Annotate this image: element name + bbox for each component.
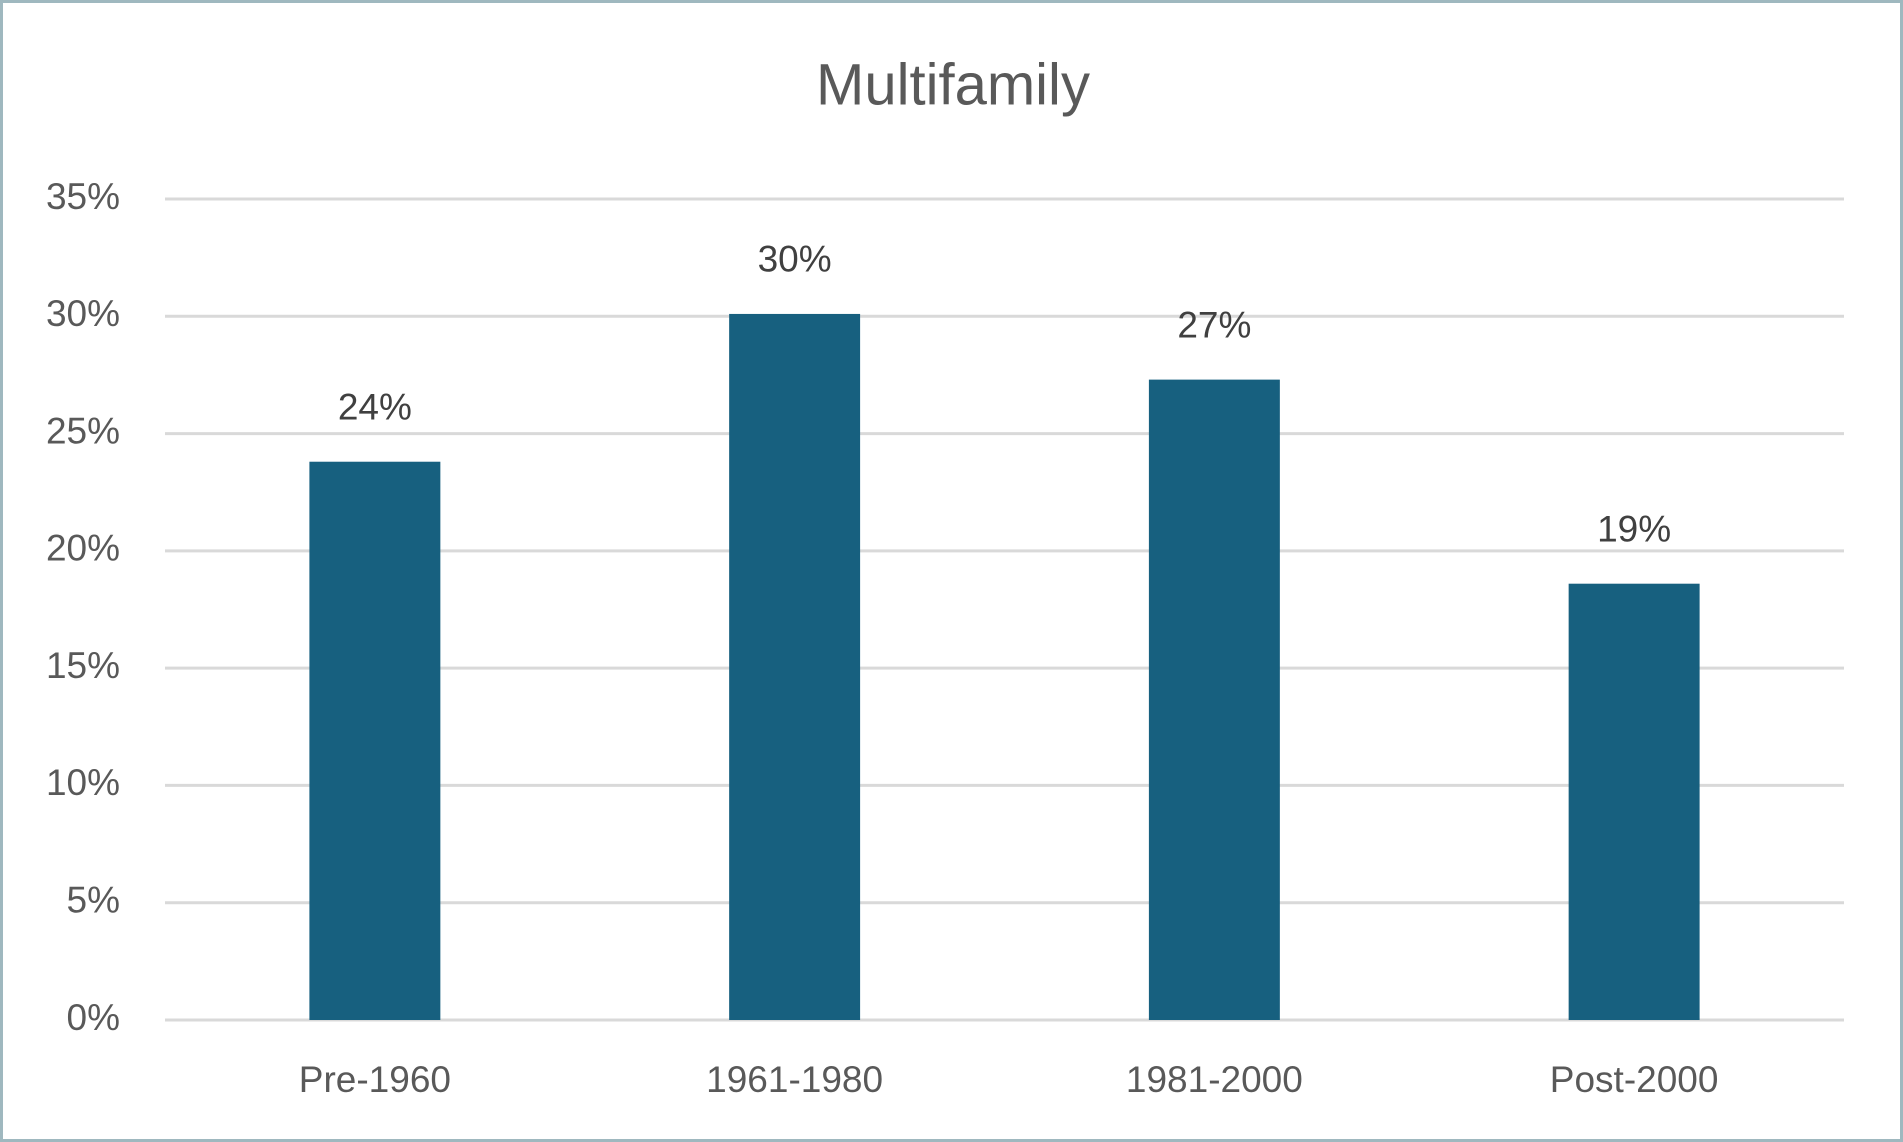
bar [729, 313, 861, 1020]
data-label: 30% [758, 239, 832, 280]
x-tick-label: 1961-1980 [706, 1059, 883, 1100]
y-tick-label: 15% [46, 645, 120, 686]
data-label: 27% [1177, 304, 1251, 345]
chart-title: Multifamily [816, 52, 1090, 117]
y-tick-label: 30% [46, 293, 120, 334]
data-label: 19% [1597, 508, 1671, 549]
bar [1148, 379, 1280, 1020]
x-tick-label: Pre-1960 [299, 1059, 451, 1100]
bar [309, 461, 441, 1021]
x-tick-label: 1981-2000 [1126, 1059, 1303, 1100]
y-tick-label: 0% [67, 997, 120, 1038]
data-label: 24% [338, 387, 412, 428]
y-tick-label: 10% [46, 762, 120, 803]
bar [1568, 583, 1700, 1020]
y-tick-label: 35% [46, 176, 120, 217]
y-tick-label: 5% [67, 879, 120, 920]
y-tick-label: 20% [46, 528, 120, 569]
y-tick-label: 25% [46, 410, 120, 451]
x-tick-label: Post-2000 [1550, 1059, 1719, 1100]
